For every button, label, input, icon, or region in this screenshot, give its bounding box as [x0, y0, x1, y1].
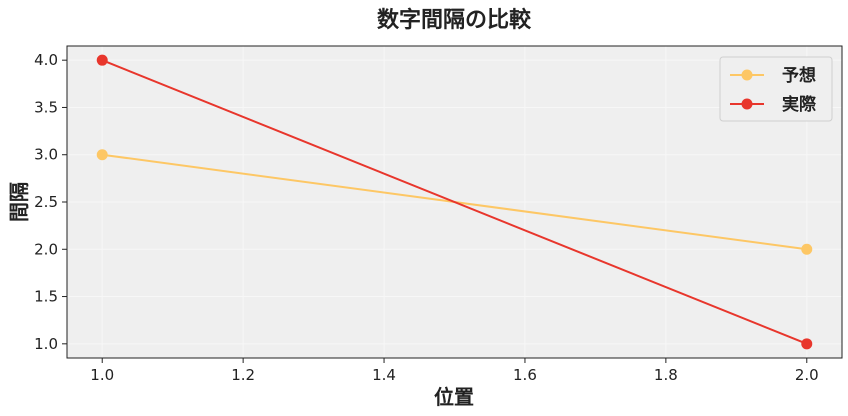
legend-marker [741, 98, 753, 110]
x-tick-label: 1.4 [372, 366, 396, 384]
x-tick-label: 1.8 [654, 366, 678, 384]
series-layer [96, 54, 813, 350]
data-point [96, 149, 108, 161]
y-tick-label: 3.0 [34, 146, 58, 164]
y-tick-label: 3.5 [34, 98, 58, 116]
data-point [801, 338, 813, 350]
y-tick-label: 1.5 [34, 288, 58, 306]
x-tick-label: 1.2 [231, 366, 255, 384]
y-tick-label: 2.5 [34, 193, 58, 211]
plot-frame [66, 45, 843, 359]
data-point [96, 54, 108, 66]
y-tick-label: 2.0 [34, 240, 58, 258]
x-tick-label: 2.0 [795, 366, 819, 384]
legend-label: 予想 [782, 65, 816, 86]
axes: 1.0 1.2 1.4 1.6 1.8 2.0 1.0 1.5 2.0 2.5 3.0 3.5 4.0 [34, 45, 843, 384]
chart-title: 数字間隔の比較 [377, 7, 532, 33]
x-axis-label: 位置 [434, 385, 474, 409]
legend-label: 実際 [782, 94, 817, 115]
y-tick-label: 1.0 [34, 335, 58, 353]
legend-marker [741, 69, 753, 81]
data-point [801, 243, 813, 255]
x-tick-label: 1.6 [513, 366, 537, 384]
y-axis-label: 間隔 [7, 182, 31, 222]
y-tick-label: 4.0 [34, 51, 58, 69]
x-tick-label: 1.0 [90, 366, 114, 384]
series-line-1 [101, 59, 808, 345]
